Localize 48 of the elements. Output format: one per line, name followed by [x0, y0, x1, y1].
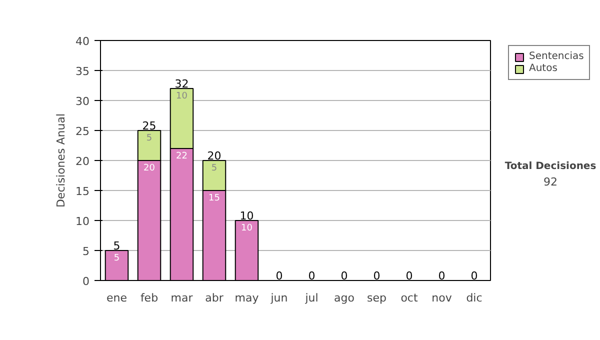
x-tick-label: oct — [400, 292, 418, 304]
x-tick-label: may — [234, 292, 260, 304]
data-label: 5 — [211, 164, 218, 174]
y-tick-label: 20 — [76, 155, 90, 168]
text: Total Decisiones — [504, 161, 596, 172]
data-label: 20 — [144, 164, 156, 174]
total-label: 0 — [308, 270, 316, 282]
y-tick-label: 10 — [76, 215, 90, 228]
y-tick-label: 5 — [82, 245, 90, 258]
bar — [234, 220, 259, 280]
y-tick-label: 25 — [76, 125, 90, 138]
x-tick-label: ene — [106, 292, 128, 304]
total-label: 0 — [406, 270, 413, 282]
total-label: 0 — [276, 270, 283, 282]
total-label: 20 — [207, 150, 222, 162]
y-tick-label: 0 — [82, 275, 90, 288]
x-tick-label: ago — [334, 292, 355, 304]
data-label: 5 — [146, 134, 152, 144]
bar — [104, 250, 129, 280]
data-label: 15 — [208, 194, 220, 204]
total-label: 32 — [174, 78, 189, 90]
total-label: 25 — [142, 120, 156, 132]
total-label: 10 — [240, 210, 254, 222]
data-label: 22 — [176, 152, 188, 162]
x-tick-label: abr — [205, 292, 224, 304]
total-label: 0 — [340, 270, 348, 282]
total-label: 0 — [470, 270, 478, 282]
y-tick-label: 35 — [76, 65, 90, 78]
x-tick-label: dic — [466, 292, 482, 304]
y-tick-label: 30 — [76, 95, 90, 108]
x-tick-label: nov — [432, 292, 452, 304]
y-tick-label: 15 — [76, 185, 90, 198]
x-tick-label: feb — [140, 292, 158, 304]
total-label: 0 — [438, 270, 446, 282]
x-tick-label: sep — [367, 292, 387, 304]
data-label: 5 — [114, 254, 120, 264]
data-label: 10 — [176, 92, 188, 102]
x-tick-label: mar — [170, 292, 194, 304]
y-axis-title: Decisiones Anual — [54, 113, 68, 208]
legend-label: Autos — [529, 63, 558, 74]
total-label: 5 — [113, 240, 120, 252]
x-tick-label: jul — [304, 292, 318, 304]
legend-label: Sentencias — [529, 51, 584, 62]
data-label: 10 — [241, 224, 253, 234]
text: 92 — [544, 175, 558, 188]
x-tick-label: jun — [270, 292, 288, 304]
total-label: 0 — [373, 270, 380, 282]
y-tick-label: 40 — [76, 35, 90, 48]
